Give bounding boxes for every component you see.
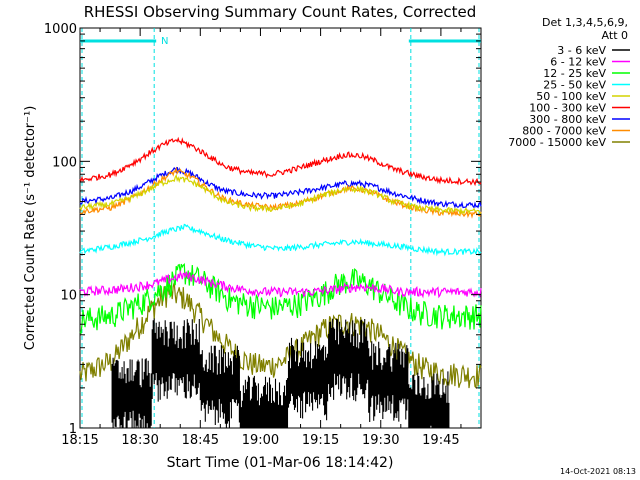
y-tick-label-2: 100 xyxy=(52,155,77,170)
x-tick-label-1: 18:30 xyxy=(121,433,158,448)
y-tick-label-3: 1000 xyxy=(44,22,77,37)
chart-title: RHESSI Observing Summary Count Rates, Co… xyxy=(84,3,477,21)
x-tick-label-6: 19:45 xyxy=(422,433,459,448)
series-line-6 xyxy=(79,166,482,209)
axes: 18:15 18:30 18:45 19:00 19:15 19:30 19:45 1 10 10… xyxy=(44,22,482,448)
series-line-0 xyxy=(111,318,450,428)
legend-label-8: 7000 - 15000 keV xyxy=(508,136,606,149)
legend-header-line-2: Att 0 xyxy=(602,29,628,42)
legend-label-5: 100 - 300 keV xyxy=(529,102,606,115)
timestamp: 14-Oct-2021 08:13 xyxy=(560,467,636,476)
legend-label-6: 300 - 800 keV xyxy=(529,113,606,126)
series-line-2 xyxy=(79,263,482,335)
x-tick-label-4: 19:15 xyxy=(302,433,339,448)
y-tick-label-0: 1 xyxy=(69,422,77,437)
x-tick-label-3: 19:00 xyxy=(242,433,279,448)
night-marker: N xyxy=(161,36,168,47)
series-line-1 xyxy=(79,269,482,299)
legend-header-line-1: Det 1,3,4,5,6,9, xyxy=(542,16,628,29)
series-layer xyxy=(79,136,482,428)
x-tick-label-2: 18:45 xyxy=(182,433,219,448)
legend-label-2: 12 - 25 keV xyxy=(543,67,606,80)
series-line-5 xyxy=(79,136,482,187)
legend-label-4: 50 - 100 keV xyxy=(536,90,606,103)
series-line-8 xyxy=(79,282,482,390)
y-axis-label: Corrected Count Rate (s⁻¹ detector⁻¹) xyxy=(23,106,38,351)
x-tick-label-5: 19:30 xyxy=(362,433,399,448)
series-line-4 xyxy=(79,173,482,216)
legend-label-7: 800 - 7000 keV xyxy=(522,125,606,138)
legend-label-1: 6 - 12 keV xyxy=(550,56,606,69)
x-axis-label: Start Time (01-Mar-06 18:14:42) xyxy=(167,455,394,471)
legend-label-0: 3 - 6 keV xyxy=(557,44,606,57)
y-tick-label-1: 10 xyxy=(60,289,77,304)
series-line-3 xyxy=(79,223,482,257)
legend-label-3: 25 - 50 keV xyxy=(543,79,606,92)
night-intervals xyxy=(80,28,481,428)
x-tick-label-0: 18:15 xyxy=(61,433,98,448)
